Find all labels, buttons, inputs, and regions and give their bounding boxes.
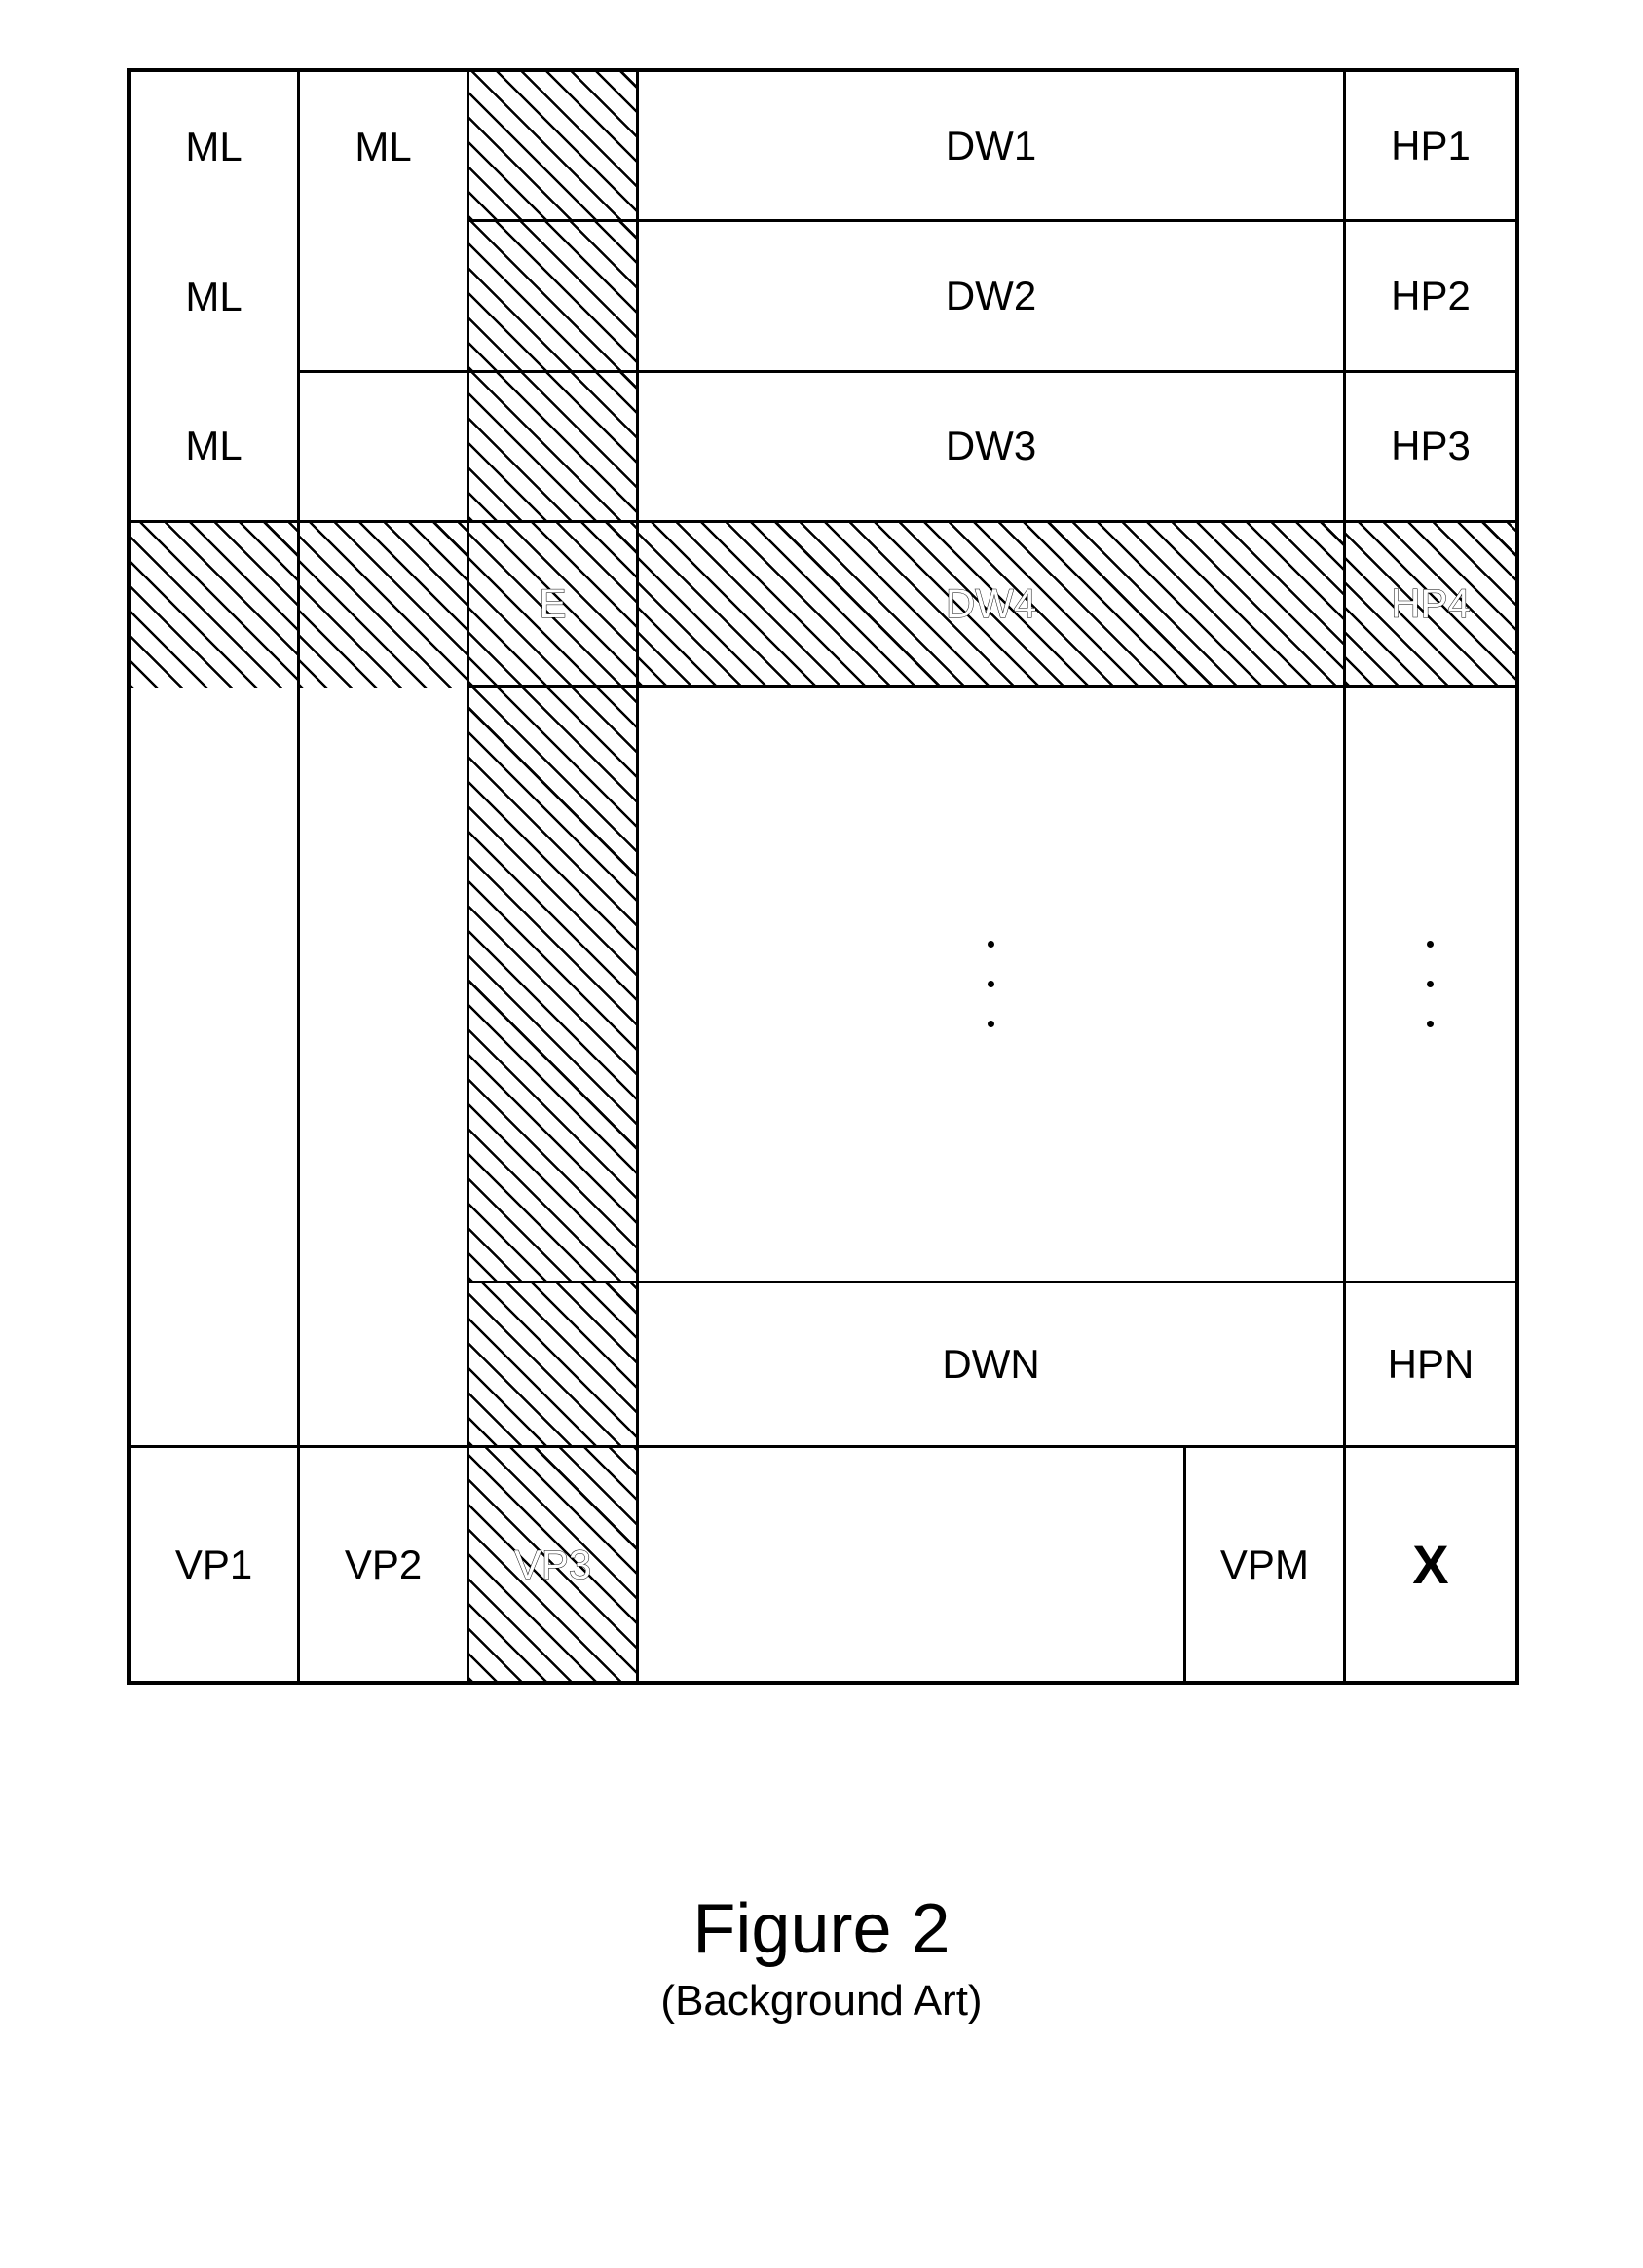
cell-r5-c2 bbox=[469, 1283, 639, 1448]
cell-x: X bbox=[1346, 1448, 1515, 1681]
cell-label: VP2 bbox=[345, 1542, 422, 1588]
cell-dw1: DW1 bbox=[639, 72, 1346, 222]
cell-label: E bbox=[540, 580, 567, 627]
cell-hp2: HP2 bbox=[1346, 222, 1515, 372]
cell-r4-c0 bbox=[131, 688, 300, 1283]
cell-label: HP4 bbox=[1391, 580, 1471, 627]
cell-hp1: HP1 bbox=[1346, 72, 1515, 222]
cell-ml: ML bbox=[131, 72, 300, 222]
vertical-ellipsis bbox=[1427, 941, 1434, 1027]
cell-label: HPN bbox=[1388, 1341, 1475, 1388]
cell-hp4: HP4 bbox=[1346, 523, 1515, 688]
cell-label: HP3 bbox=[1391, 423, 1471, 469]
figure-subtitle: (Background Art) bbox=[0, 1977, 1643, 2026]
cell-label: ML bbox=[185, 124, 242, 170]
cell-r2-c2 bbox=[469, 373, 639, 523]
cell-dwn: DWN bbox=[639, 1283, 1346, 1448]
hatch-fill bbox=[469, 373, 636, 520]
cell-ml: ML bbox=[300, 72, 469, 222]
cell-label: ML bbox=[185, 423, 242, 469]
cell-label: VP3 bbox=[514, 1542, 591, 1588]
cell-vpm: VPM bbox=[1186, 1448, 1346, 1681]
cell-r3-c1 bbox=[300, 523, 469, 688]
cell-hp3: HP3 bbox=[1346, 373, 1515, 523]
cell-dw3: DW3 bbox=[639, 373, 1346, 523]
hatch-fill bbox=[469, 222, 636, 369]
cell-label: HP2 bbox=[1391, 273, 1471, 319]
cell-ml: ML bbox=[131, 373, 300, 523]
cell-label: ML bbox=[355, 124, 411, 170]
cell-r1-c2 bbox=[469, 222, 639, 372]
page: ML ML DW1 HP1 ML DW2 HP2 ML DW3 HP3 E DW4 HP4 DWN HPN V… bbox=[0, 0, 1643, 2268]
cell-label: VPM bbox=[1220, 1542, 1309, 1588]
cell-label: ML bbox=[185, 274, 242, 320]
cell-vp1: VP1 bbox=[131, 1448, 300, 1681]
cell-label: DW4 bbox=[946, 580, 1036, 627]
hatch-fill bbox=[469, 72, 636, 219]
cell-r0-c2 bbox=[469, 72, 639, 222]
cell-dw2: DW2 bbox=[639, 222, 1346, 372]
figure-caption: Figure 2 (Background Art) bbox=[0, 1889, 1643, 2026]
parity-table: ML ML DW1 HP1 ML DW2 HP2 ML DW3 HP3 E DW4 HP4 DWN HPN V… bbox=[127, 68, 1519, 1685]
cell-label: X bbox=[1412, 1533, 1448, 1596]
hatch-fill bbox=[469, 1283, 636, 1445]
cell-r4-c1 bbox=[300, 688, 469, 1283]
cell-label: DWN bbox=[942, 1341, 1039, 1388]
cell-label: DW3 bbox=[946, 423, 1036, 469]
cell-r5-c0 bbox=[131, 1283, 300, 1448]
cell-label: VP1 bbox=[175, 1542, 252, 1588]
cell-r4-c5 bbox=[1346, 688, 1515, 1283]
cell-hpn: HPN bbox=[1346, 1283, 1515, 1448]
hatch-fill bbox=[469, 688, 636, 1281]
cell-r3-c0 bbox=[131, 523, 300, 688]
figure-title: Figure 2 bbox=[0, 1889, 1643, 1969]
cell-label: DW1 bbox=[946, 123, 1036, 169]
cell-r4-c3 bbox=[639, 688, 1346, 1283]
cell-r1-c1 bbox=[300, 222, 469, 372]
hatch-fill bbox=[131, 523, 297, 688]
hatch-fill bbox=[300, 523, 467, 688]
cell-vp2: VP2 bbox=[300, 1448, 469, 1681]
cell-vp3: VP3 bbox=[469, 1448, 639, 1681]
vertical-ellipsis bbox=[988, 941, 994, 1027]
cell-dw4: DW4 bbox=[639, 523, 1346, 688]
cell-r5-c1 bbox=[300, 1283, 469, 1448]
cell-label: DW2 bbox=[946, 273, 1036, 319]
parity-grid: ML ML DW1 HP1 ML DW2 HP2 ML DW3 HP3 E DW4 HP4 DWN HPN V… bbox=[131, 72, 1515, 1681]
cell-label: HP1 bbox=[1391, 123, 1471, 169]
cell-r2-c1 bbox=[300, 373, 469, 523]
cell-r4-c2 bbox=[469, 688, 639, 1283]
cell-r6-c3 bbox=[639, 1448, 1186, 1681]
cell-ml: ML bbox=[131, 222, 300, 372]
cell-e: E bbox=[469, 523, 639, 688]
